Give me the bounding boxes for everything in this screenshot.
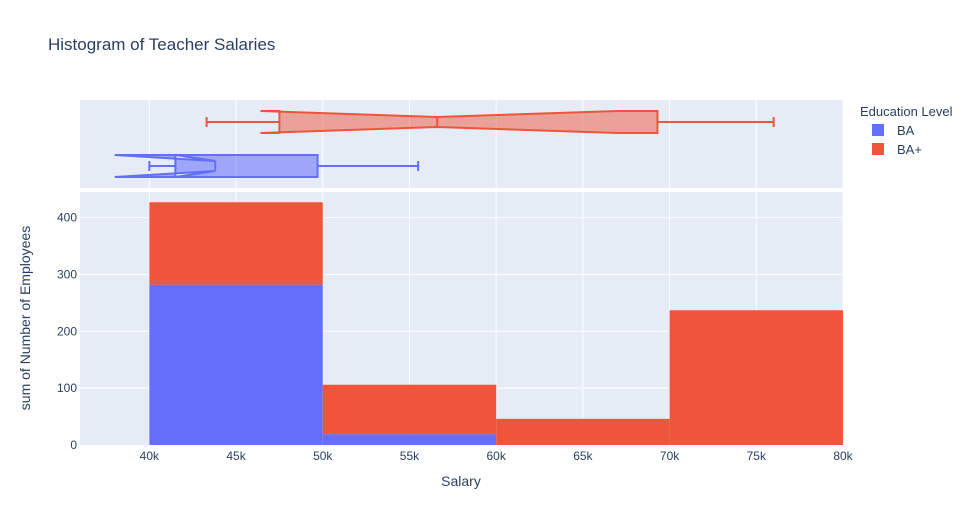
axis-tick-labels: 40k 45k 50k 55k 60k 65k 70k 75k 80k 0 100 200 300 400 [57, 211, 854, 463]
box-body-ba-plus [260, 110, 659, 134]
bar-ba-bin-1 [149, 284, 323, 445]
marginal-box-plots [114, 110, 775, 178]
x-tick-label: 50k [313, 449, 333, 463]
x-tick-label: 65k [573, 449, 593, 463]
legend-label-ba: BA [897, 123, 915, 138]
bar-ba-plus-bin-1 [149, 202, 323, 285]
x-tick-label: 60k [487, 449, 507, 463]
y-tick-label: 100 [57, 381, 77, 395]
histogram-bars [149, 202, 843, 445]
y-tick-label: 300 [57, 267, 77, 281]
y-axis-title: sum of Number of Employees [17, 226, 33, 410]
x-tick-label: 40k [140, 449, 160, 463]
legend-item-ba-plus[interactable]: BA+ [872, 142, 922, 157]
x-tick-label: 70k [660, 449, 680, 463]
y-tick-label: 0 [70, 438, 77, 452]
bar-ba-plus-bin-2 [322, 384, 497, 435]
box-plot-ba [114, 154, 420, 178]
y-tick-label: 200 [57, 324, 77, 338]
x-tick-label: 75k [747, 449, 767, 463]
legend-label-ba-plus: BA+ [897, 142, 922, 157]
legend-item-ba[interactable]: BA [872, 123, 915, 138]
bar-ba-plus-bin-4 [669, 310, 843, 445]
legend: Education Level BA BA+ [860, 104, 953, 157]
x-tick-label: 80k [833, 449, 853, 463]
legend-title: Education Level [860, 104, 953, 119]
y-tick-label: 400 [57, 211, 77, 225]
legend-swatch-ba [872, 124, 884, 136]
bar-ba-bin-2 [322, 434, 497, 445]
x-axis-title: Salary [441, 473, 481, 489]
x-tick-label: 45k [226, 449, 246, 463]
chart-title: Histogram of Teacher Salaries [48, 35, 275, 54]
legend-swatch-ba-plus [872, 143, 884, 155]
x-tick-label: 55k [400, 449, 420, 463]
bar-ba-plus-bin-3 [496, 418, 670, 445]
box-plot-ba-plus [205, 110, 775, 134]
